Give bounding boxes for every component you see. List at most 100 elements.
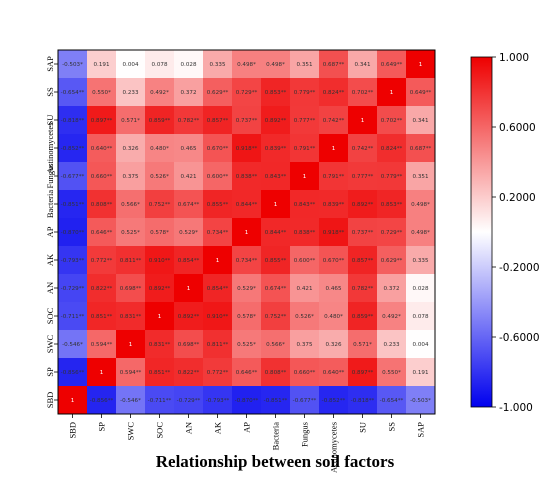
heatmap-cell bbox=[174, 218, 204, 247]
cell-label: 0.811** bbox=[120, 258, 142, 264]
heatmap-cell bbox=[319, 274, 349, 303]
y-tick-label: Fungus bbox=[45, 163, 55, 188]
heatmap-cell bbox=[261, 50, 291, 79]
cell-label: -0.852** bbox=[61, 146, 85, 152]
x-tick-label: SBD bbox=[68, 422, 78, 439]
cell-label: 0.191 bbox=[412, 370, 428, 376]
cell-label: 0.687** bbox=[323, 62, 345, 68]
heatmap-cell bbox=[203, 358, 233, 387]
heatmap-cell bbox=[174, 50, 204, 79]
y-tick-label: SOC bbox=[45, 307, 55, 324]
cell-label: 0.351 bbox=[412, 174, 428, 180]
heatmap-cell bbox=[174, 330, 204, 359]
cell-label: 0.335 bbox=[209, 62, 225, 68]
cell-label: 0.600** bbox=[207, 174, 229, 180]
heatmap-cell bbox=[377, 330, 407, 359]
cell-label: 0.326 bbox=[122, 146, 138, 152]
cell-label: 0.341 bbox=[354, 62, 370, 68]
cell-label: 1 bbox=[100, 370, 104, 376]
cell-label: 1 bbox=[216, 258, 220, 264]
heatmap-cell bbox=[87, 218, 117, 247]
cell-label: 0.824** bbox=[323, 90, 345, 96]
cell-label: 0.702** bbox=[381, 118, 403, 124]
colorbar-tick-label: -1.000 bbox=[499, 402, 533, 414]
heatmap-cell bbox=[116, 78, 146, 107]
heatmap-cell bbox=[406, 78, 436, 107]
heatmap-cell bbox=[406, 50, 436, 79]
cell-label: 0.808** bbox=[91, 202, 113, 208]
cell-label: 0.571* bbox=[121, 118, 140, 124]
cell-label: 0.844** bbox=[265, 230, 287, 236]
heatmap-cell bbox=[174, 162, 204, 191]
cell-label: 0.649** bbox=[410, 90, 432, 96]
cell-label: 0.811** bbox=[207, 342, 229, 348]
cell-label: 1 bbox=[361, 118, 365, 124]
cell-label: 1 bbox=[187, 286, 191, 292]
cell-label: 0.351 bbox=[296, 62, 312, 68]
heatmap-cell bbox=[58, 134, 88, 163]
y-tick-label: SBD bbox=[45, 392, 55, 409]
cell-label: 0.918** bbox=[323, 230, 345, 236]
cell-label: 0.646** bbox=[236, 370, 258, 376]
cell-label: -0.654** bbox=[61, 90, 85, 96]
cell-label: 0.729** bbox=[236, 90, 258, 96]
x-tick-label: SP bbox=[97, 422, 107, 432]
cell-label: 0.777** bbox=[352, 174, 374, 180]
heatmap-cell bbox=[261, 162, 291, 191]
cell-label: 0.526* bbox=[150, 174, 169, 180]
heatmap-cell bbox=[261, 190, 291, 219]
heatmap-cell bbox=[261, 106, 291, 135]
heatmap-cell bbox=[290, 106, 320, 135]
y-tick-label: AN bbox=[45, 282, 55, 294]
heatmap-cell bbox=[261, 218, 291, 247]
x-tick-label: AK bbox=[213, 421, 223, 434]
heatmap-cell bbox=[348, 134, 378, 163]
heatmap-cell bbox=[232, 246, 262, 275]
cell-label: 1 bbox=[158, 314, 162, 320]
heatmap-cell bbox=[145, 246, 175, 275]
cell-label: -0.851** bbox=[61, 202, 85, 208]
heatmap-cell bbox=[203, 162, 233, 191]
heatmap-cell bbox=[203, 330, 233, 359]
heatmap-cell bbox=[348, 162, 378, 191]
heatmap-cell bbox=[348, 358, 378, 387]
cell-label: 0.702** bbox=[352, 90, 374, 96]
heatmap-cell bbox=[145, 330, 175, 359]
heatmap-cell bbox=[290, 50, 320, 79]
heatmap-cell bbox=[232, 134, 262, 163]
cell-label: 0.640** bbox=[323, 370, 345, 376]
cell-label: 0.629** bbox=[207, 90, 229, 96]
heatmap-cell bbox=[348, 330, 378, 359]
cell-label: 0.910** bbox=[149, 258, 171, 264]
heatmap-cell bbox=[203, 386, 233, 415]
heatmap-cell bbox=[58, 162, 88, 191]
heatmap-cell bbox=[348, 190, 378, 219]
cell-label: 1 bbox=[245, 230, 249, 236]
heatmap-cell bbox=[87, 246, 117, 275]
heatmap-cell bbox=[377, 386, 407, 415]
heatmap-cell bbox=[145, 106, 175, 135]
cell-label: 0.777** bbox=[294, 118, 316, 124]
cell-label: 0.742** bbox=[323, 118, 345, 124]
y-tick-label: SS bbox=[45, 87, 55, 97]
cell-label: 0.480* bbox=[150, 146, 169, 152]
heatmap-cell bbox=[87, 78, 117, 107]
cell-label: 0.843** bbox=[265, 174, 287, 180]
cell-label: -0.654** bbox=[380, 398, 404, 404]
heatmap-cell bbox=[145, 274, 175, 303]
heatmap-cell bbox=[232, 302, 262, 331]
heatmap-cell bbox=[203, 50, 233, 79]
heatmap-cell bbox=[348, 246, 378, 275]
cell-label: 0.078 bbox=[412, 314, 428, 320]
cell-label: 0.335 bbox=[412, 258, 428, 264]
heatmap-cell bbox=[145, 50, 175, 79]
heatmap-cell bbox=[232, 218, 262, 247]
cell-label: -0.856** bbox=[61, 370, 85, 376]
cell-label: 0.808** bbox=[265, 370, 287, 376]
heatmap-cell bbox=[290, 358, 320, 387]
heatmap-cell bbox=[58, 330, 88, 359]
cell-label: 0.729** bbox=[381, 230, 403, 236]
heatmap-cell bbox=[406, 162, 436, 191]
cell-label: 0.838** bbox=[294, 230, 316, 236]
heatmap-cell bbox=[58, 358, 88, 387]
